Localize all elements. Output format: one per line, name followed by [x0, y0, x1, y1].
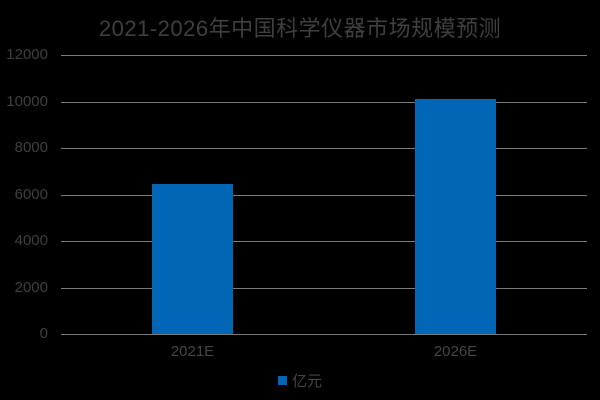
gridline-8000 — [61, 148, 587, 149]
chart-title: 2021-2026年中国科学仪器市场规模预测 — [98, 16, 502, 41]
gridline-12000 — [61, 55, 587, 56]
bar-2021E — [152, 184, 233, 334]
y-tick-label-6000: 6000 — [14, 185, 48, 203]
legend-marker-icon — [277, 376, 287, 385]
gridline-6000 — [61, 194, 587, 196]
x-tick-label-2021E: 2021E — [170, 343, 215, 360]
gridline-4000 — [61, 241, 587, 242]
bar-2026E — [415, 99, 496, 334]
y-tick-label-8000: 8000 — [14, 139, 48, 156]
legend-label: 亿元 — [291, 373, 322, 390]
y-tick-label-10000: 10000 — [6, 92, 48, 110]
gridline-0 — [61, 334, 587, 335]
gridline-2000 — [61, 287, 587, 289]
y-tick-label-4000: 4000 — [14, 232, 48, 249]
gridline-10000 — [61, 101, 587, 103]
x-tick-label-2026E: 2026E — [433, 343, 478, 360]
plot-area: 0 2000 4000 6000 8000 10000 12000 2021E 2026E — [6, 47, 587, 360]
y-tick-label-0: 0 — [39, 325, 48, 342]
legend: 亿元 — [0, 370, 600, 391]
y-tick-label-2000: 2000 — [14, 278, 48, 296]
y-tick-label-12000: 12000 — [6, 46, 48, 63]
